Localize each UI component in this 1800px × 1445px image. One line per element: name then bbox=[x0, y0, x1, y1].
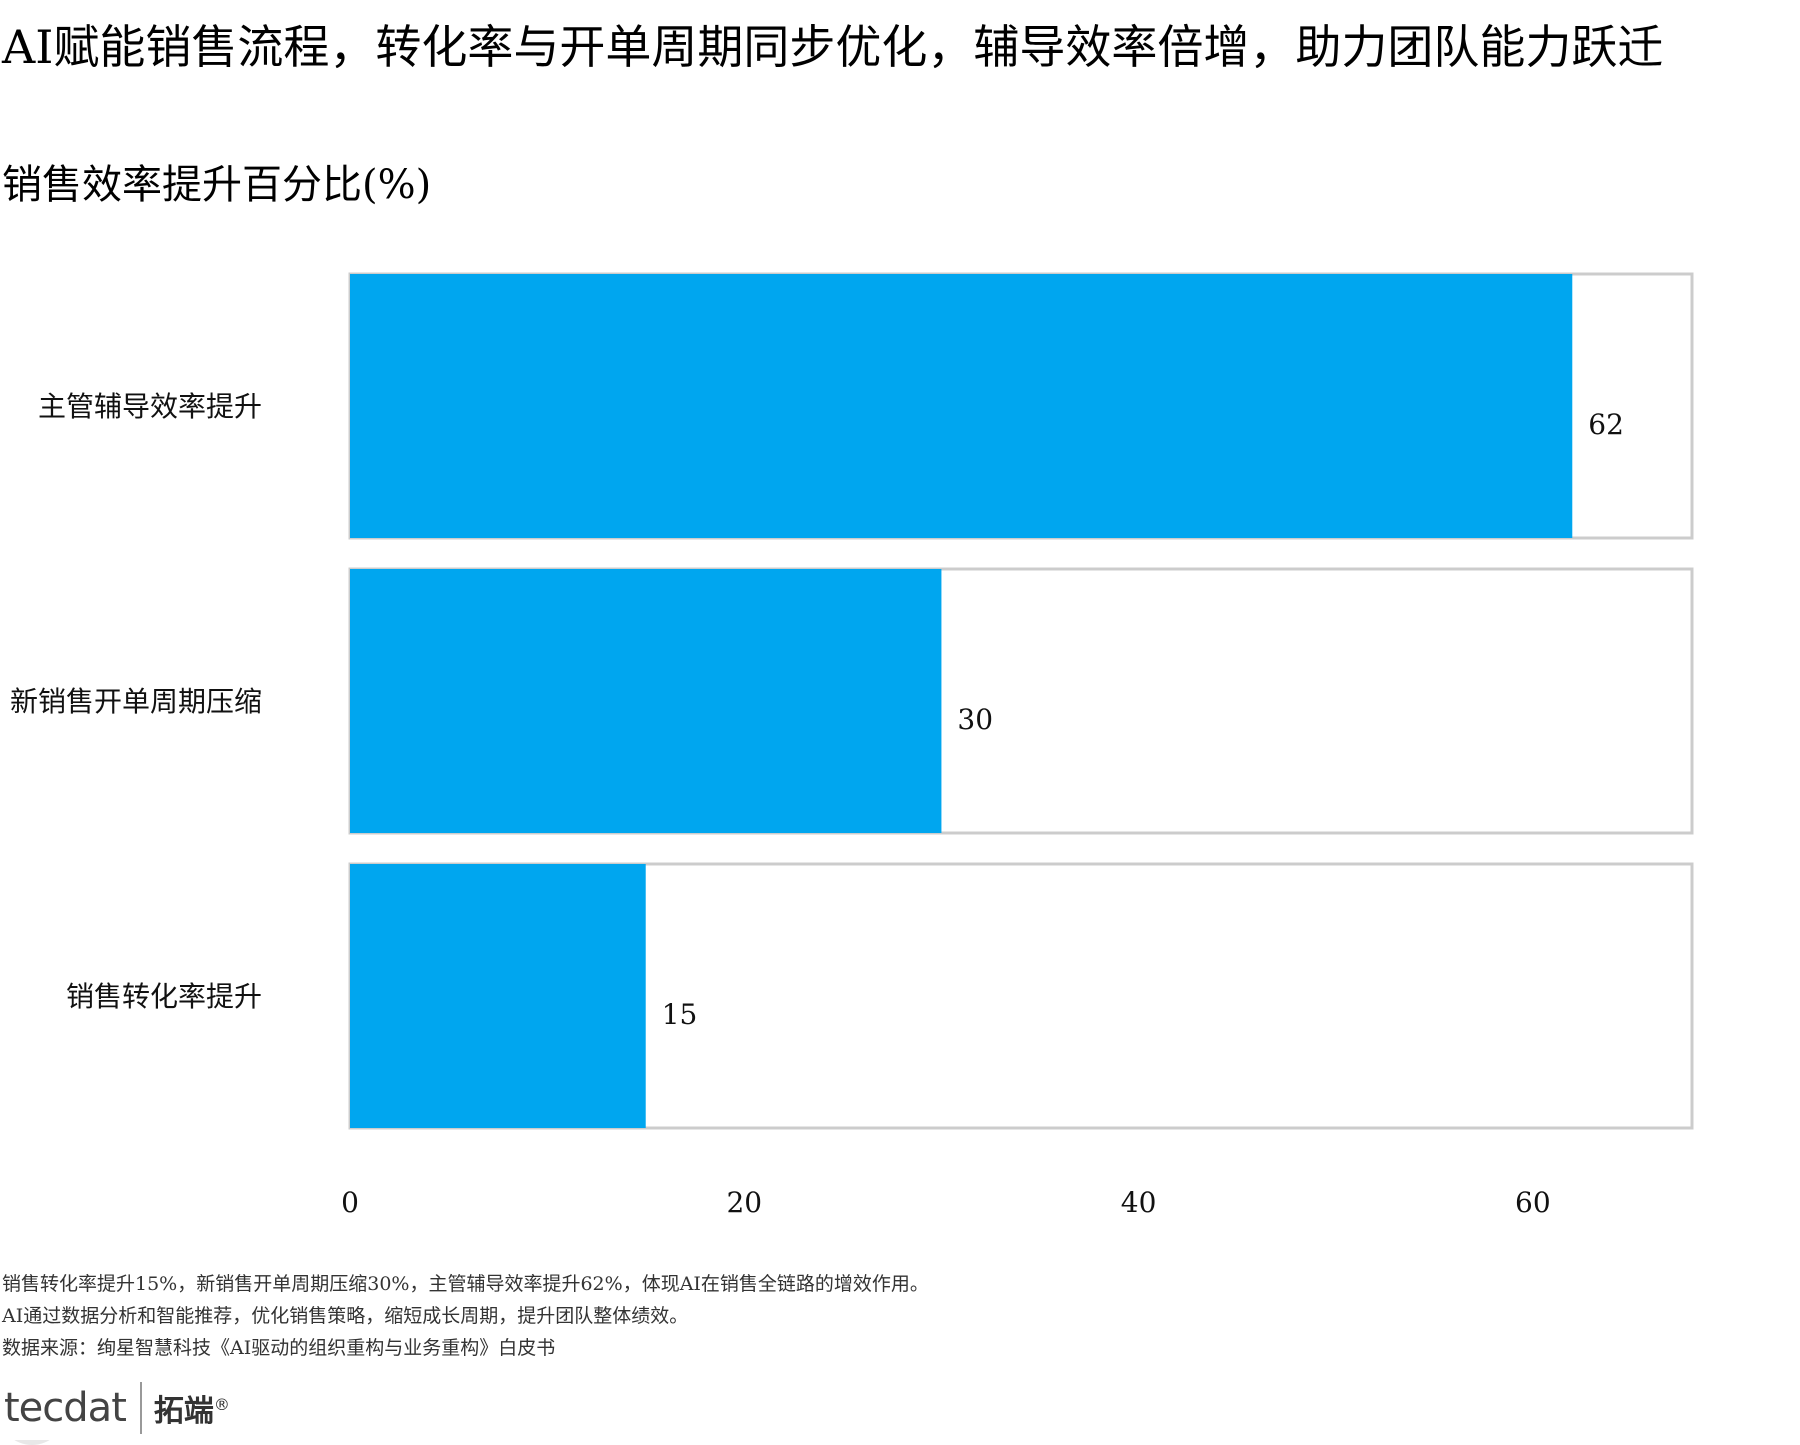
logo-divider bbox=[139, 1382, 142, 1434]
bar bbox=[350, 569, 942, 833]
data-label: 30 bbox=[957, 703, 993, 736]
chart-notes: 销售转化率提升15%，新销售开单周期压缩30%，主管辅导效率提升62%，体现AI… bbox=[2, 1268, 929, 1364]
bar bbox=[350, 274, 1573, 538]
note-line: AI通过数据分析和智能推荐，优化销售策略，缩短成长周期，提升团队整体绩效。 bbox=[2, 1305, 689, 1327]
data-label: 15 bbox=[662, 998, 698, 1031]
x-tick-label: 60 bbox=[1515, 1186, 1551, 1219]
category-label: 新销售开单周期压缩 bbox=[10, 685, 262, 718]
category-label: 主管辅导效率提升 bbox=[38, 390, 262, 423]
chart-title: AI赋能销售流程，转化率与开单周期同步优化，辅导效率倍增，助力团队能力跃迁 bbox=[2, 20, 1664, 74]
logo-mark: tecdat bbox=[0, 1377, 127, 1445]
x-tick-label: 40 bbox=[1121, 1186, 1157, 1219]
brand-logo: tecdat 拓端® bbox=[0, 1376, 230, 1445]
bar bbox=[350, 864, 646, 1128]
chart-subtitle: 销售效率提升百分比(%) bbox=[2, 162, 432, 208]
category-label: 销售转化率提升 bbox=[66, 980, 262, 1013]
source-note: 数据来源：绚星智慧科技《AI驱动的组织重构与业务重构》白皮书 bbox=[2, 1337, 556, 1359]
note-line: 销售转化率提升15%，新销售开单周期压缩30%，主管辅导效率提升62%，体现AI… bbox=[2, 1273, 929, 1295]
data-label: 62 bbox=[1588, 408, 1624, 441]
bar-chart: 主管辅导效率提升 62 新销售开单周期压缩 30 销售转化率提升 15 0 20 40 60 bbox=[10, 272, 1694, 1219]
logo-chinese-name: 拓端® bbox=[153, 1394, 230, 1429]
x-tick-label: 20 bbox=[726, 1186, 762, 1219]
x-tick-label: 0 bbox=[341, 1186, 359, 1219]
